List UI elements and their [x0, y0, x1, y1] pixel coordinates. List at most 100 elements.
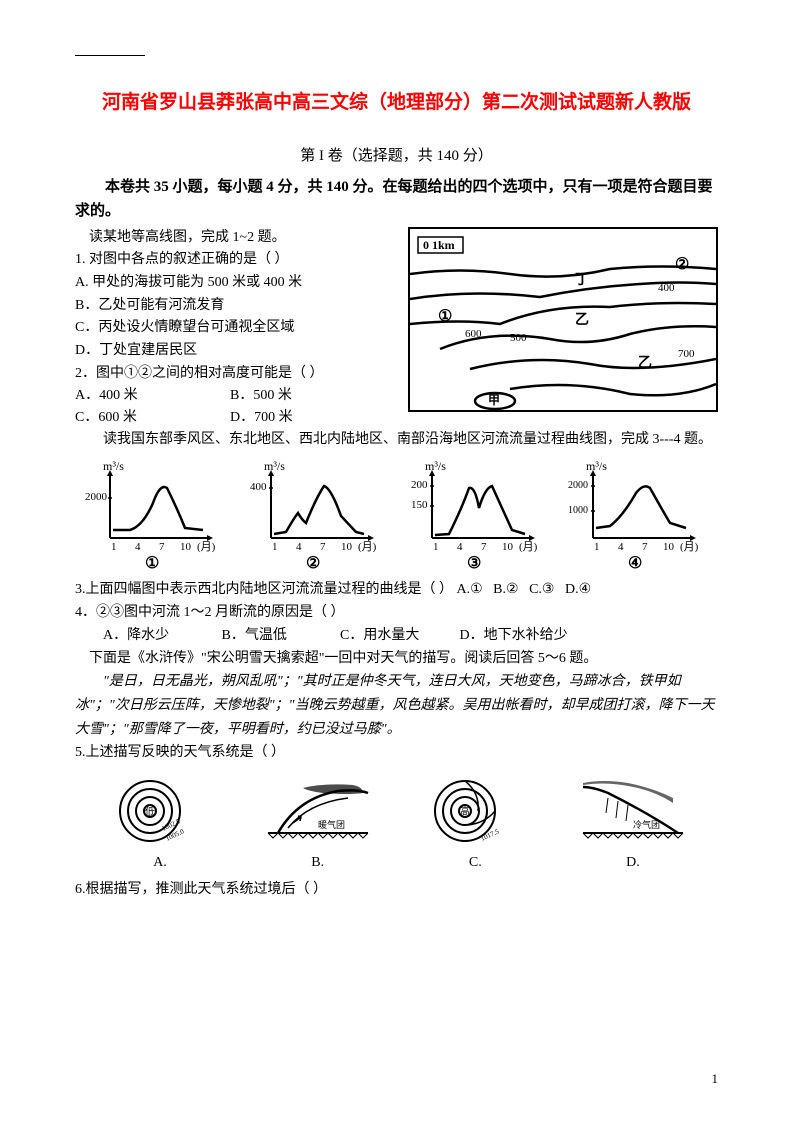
chart-ylabel: m³/s	[425, 459, 446, 473]
chart-xlabel: (月)	[197, 541, 216, 553]
chart-xtick: 4	[618, 541, 624, 553]
map-marker: 乙	[575, 312, 589, 328]
q2-stem: 2．图中①②之间的相对高度可能是（ ）	[75, 363, 385, 385]
option-label: D.	[568, 855, 698, 871]
chart-2: m³/s 400 1 4 7 10 (月) ②	[246, 458, 386, 573]
q1-q2-block: 读某地等高线图，完成 1~2 题。 1. 对图中各点的叙述正确的是（ ） A. …	[75, 227, 718, 429]
page-title: 河南省罗山县莽张高中高三文综（地理部分）第二次测试试题新人教版	[75, 80, 718, 126]
isobar-value: 1017.5	[480, 828, 501, 844]
q3-option-a: A.①	[457, 582, 483, 597]
contour-value: 500	[510, 332, 527, 344]
option-label: B.	[253, 855, 383, 871]
weather-option-a: 低 1005.0 1002.5 A.	[95, 773, 225, 871]
exam-instruction: 本卷共 35 小题，每小题 4 分，共 140 分。在每题给出的四个选项中，只有…	[75, 175, 718, 223]
chart-curve	[274, 486, 364, 534]
chart-curve	[435, 486, 525, 535]
header-rule	[75, 55, 145, 56]
contour-map: 0 1km ① ② 丁 乙 乙 甲 400 500 600 700	[408, 227, 718, 412]
q6-stem: 6.根据描写，推测此天气系统过境后（ ）	[75, 879, 718, 901]
airmass-label: 冷气团	[633, 819, 660, 830]
chart-xlabel: (月)	[519, 541, 538, 553]
q1-option-a: A. 甲处的海拔可能为 500 米或 400 米	[75, 272, 385, 294]
q4-option-d: D．地下水补给少	[460, 628, 568, 643]
chart-ylabel: m³/s	[103, 459, 124, 473]
q1-option-d: D．丁处宜建居民区	[75, 340, 385, 362]
q1-stem: 1. 对图中各点的叙述正确的是（ ）	[75, 249, 385, 271]
contour-value: 700	[678, 348, 695, 360]
q1-option-c: C．丙处设火情瞭望台可通视全区域	[75, 317, 385, 339]
chart-label: ③	[467, 555, 481, 572]
chart-4: m³/s 2000 1000 1 4 7 10 (月) ④	[568, 458, 708, 573]
chart-xtick: 1	[272, 541, 278, 553]
map-scale-label: 0 1km	[423, 238, 455, 252]
pressure-label: 低	[145, 805, 155, 818]
map-marker: 丁	[575, 273, 589, 288]
chart-xtick: 10	[180, 541, 192, 553]
chart-ylabel: m³/s	[586, 459, 607, 473]
chart-xtick: 7	[642, 541, 648, 553]
q4-stem: 4．②③图中河流 1～2 月断流的原因是（ ）	[75, 602, 718, 624]
weather-option-b: 暖气团 B.	[253, 773, 383, 871]
contour-line	[410, 303, 716, 324]
contour-value: 600	[465, 328, 482, 340]
map-marker: 乙	[638, 355, 652, 371]
weather-option-c: 高 1017.5 C.	[410, 773, 540, 871]
chart-ytick: 150	[411, 499, 428, 511]
chart-label: ②	[306, 555, 320, 572]
q4-option-a: A．降水少	[89, 625, 204, 647]
section-header: 第 I 卷（选择题，共 140 分）	[75, 144, 718, 165]
q3-option-d: D.④	[565, 582, 591, 597]
flow-charts-row: m³/s 2000 1 4 7 10 (月) ① m³/s 400 1 4 7 …	[75, 458, 718, 573]
chart-curve	[113, 487, 203, 530]
q3-option-b: B.②	[493, 582, 518, 597]
chart-xtick: 10	[663, 541, 675, 553]
chart-xtick: 7	[481, 541, 487, 553]
chart-xtick: 1	[594, 541, 600, 553]
page-number: 1	[712, 1071, 719, 1087]
chart-3: m³/s 200 150 1 4 7 10 (月) ③	[407, 458, 547, 573]
airmass-label: 暖气团	[318, 819, 345, 830]
chart-xtick: 1	[111, 541, 117, 553]
q2-option-b: B．500 米	[230, 385, 385, 407]
chart-xtick: 10	[341, 541, 353, 553]
q3-option-c: C.③	[529, 582, 554, 597]
contour-value: 400	[658, 282, 675, 294]
chart-ytick: 2000	[85, 491, 108, 503]
q5-stem: 5.上述描写反映的天气系统是（ ）	[75, 742, 718, 764]
chart-xtick: 7	[320, 541, 326, 553]
contour-line	[470, 359, 716, 369]
chart-ytick: 2000	[568, 480, 588, 491]
contour-line	[410, 266, 716, 276]
q4-options: A．降水少 B．气温低 C．用水量大 D．地下水补给少	[75, 625, 718, 647]
q3-line: 3.上面四幅图中表示西北内陆地区河流流量过程的曲线是（ ） A.① B.② C.…	[75, 579, 718, 601]
q2-option-c: C．600 米	[75, 407, 230, 429]
q1-option-b: B．乙处可能有河流发育	[75, 295, 385, 317]
option-label: A.	[95, 855, 225, 871]
chart-ytick: 1000	[568, 505, 588, 516]
intro-text-1: 读某地等高线图，完成 1~2 题。	[75, 227, 385, 249]
chart-1: m³/s 2000 1 4 7 10 (月) ①	[85, 458, 225, 573]
chart-ytick: 400	[250, 481, 267, 493]
map-marker: 甲	[488, 393, 500, 407]
chart-xlabel: (月)	[680, 541, 699, 553]
chart-label: ④	[628, 555, 642, 572]
intro-text-3: 下面是《水浒传》"宋公明雪天擒索超"一回中对天气的描写。阅读后回答 5～6 题。	[75, 648, 718, 670]
pressure-label: 高	[460, 805, 470, 818]
q2-option-a: A．400 米	[75, 385, 230, 407]
map-marker: ①	[438, 308, 452, 325]
q3-stem: 3.上面四幅图中表示西北内陆地区河流流量过程的曲线是（ ）	[75, 582, 453, 597]
q2-option-d: D．700 米	[230, 407, 385, 429]
q4-option-c: C．用水量大	[326, 625, 456, 647]
chart-curve	[596, 487, 686, 529]
contour-line	[510, 384, 716, 395]
intro-text-2: 读我国东部季风区、东北地区、西北内陆地区、南部沿海地区河流流量过程曲线图，完成 …	[75, 429, 718, 451]
q4-option-b: B．气温低	[208, 625, 323, 647]
chart-label: ①	[145, 555, 159, 572]
chart-xtick: 7	[159, 541, 165, 553]
weather-option-d: 冷气团 D.	[568, 773, 698, 871]
chart-xtick: 4	[457, 541, 463, 553]
option-label: C.	[410, 855, 540, 871]
chart-xtick: 4	[296, 541, 302, 553]
chart-xtick: 4	[135, 541, 141, 553]
chart-ylabel: m³/s	[264, 459, 285, 473]
